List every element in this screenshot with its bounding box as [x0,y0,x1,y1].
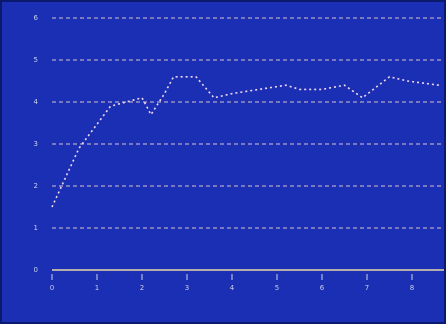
x-tick-label: 8 [410,284,414,292]
y-tick-label: 3 [34,140,38,148]
x-tick-label: 6 [320,284,325,292]
x-tick-label: 1 [95,284,99,292]
y-tick-label: 6 [34,14,39,22]
x-tick-label: 0 [50,284,54,292]
x-tick-label: 4 [230,284,235,292]
x-tick-label: 2 [140,284,144,292]
x-tick-label: 7 [365,284,369,292]
x-tick-label: 5 [275,284,279,292]
y-tick-label: 1 [34,224,38,232]
y-tick-label: 5 [34,56,38,64]
y-tick-label: 0 [34,266,38,274]
y-tick-label: 2 [34,182,38,190]
x-tick-label: 3 [185,284,189,292]
y-tick-label: 4 [34,98,39,106]
data-line [51,75,440,208]
